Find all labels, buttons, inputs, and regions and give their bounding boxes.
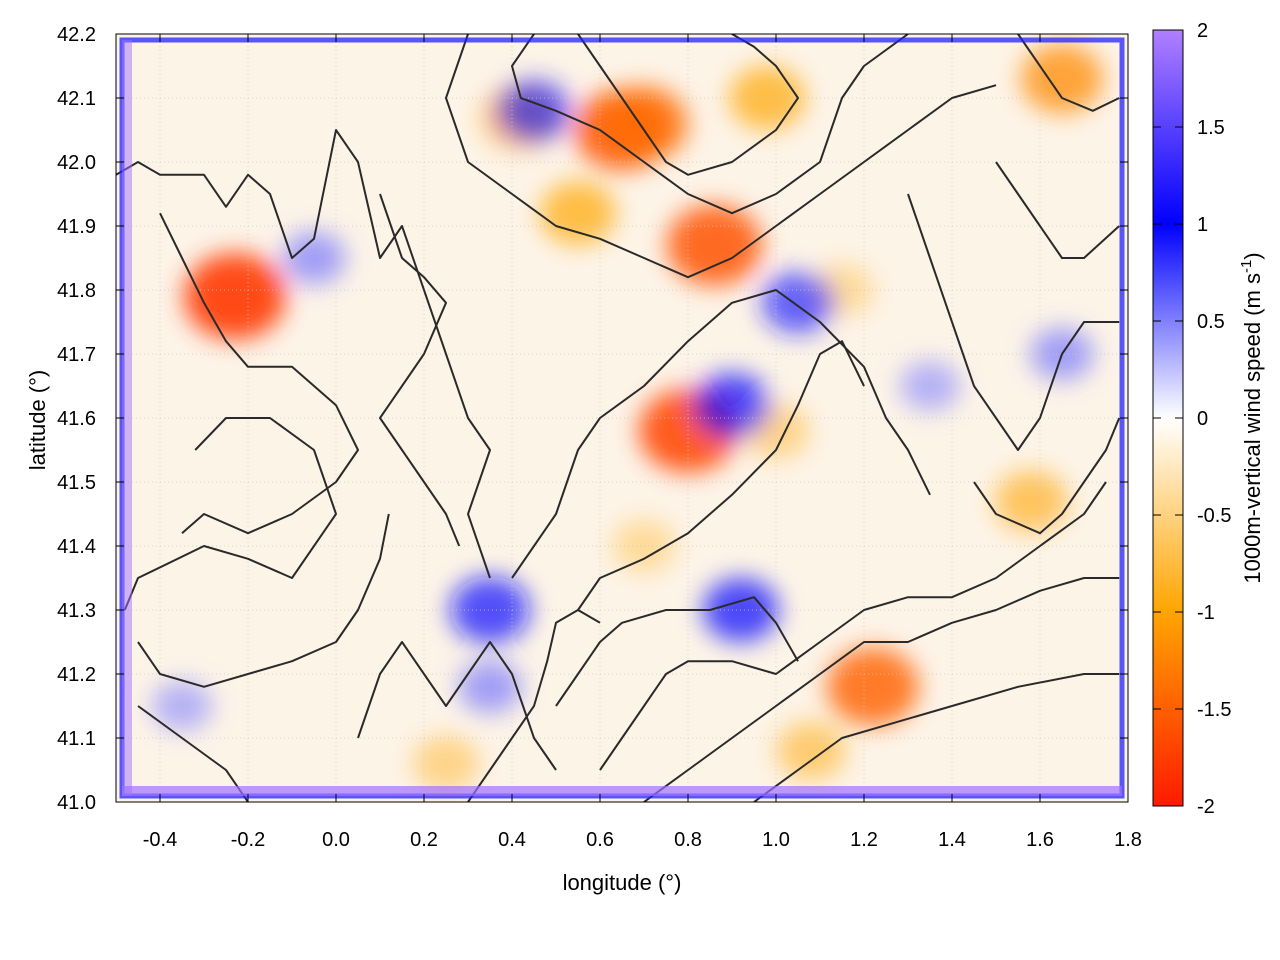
heatmap-field [152, 44, 1104, 792]
colorbar-ticks: -2 -1.5 -1 -0.5 0 0.5 1 1.5 2 [1153, 20, 1231, 818]
colorbar: -2 -1.5 -1 -0.5 0 0.5 1 1.5 2 1000m-vertical win… [1152, 20, 1265, 818]
y-tick-label: 41.2 [57, 664, 96, 686]
contour-line [555, 596, 799, 707]
y-tick-label: 41.3 [57, 600, 96, 622]
contour-line [753, 673, 1120, 802]
y-tick-label: 41.5 [57, 472, 96, 494]
contour-line [159, 212, 359, 535]
contour-line [599, 481, 1107, 771]
y-tick-label: 41.4 [57, 536, 96, 558]
y-tick-label: 41.6 [57, 408, 96, 430]
contour-line [116, 129, 491, 579]
y-tick-label: 42.2 [57, 24, 96, 46]
contour-line [379, 193, 461, 547]
contour-line [577, 340, 865, 611]
heat-blob [497, 80, 571, 142]
x-tick-label: -0.4 [143, 829, 177, 851]
colorbar-tick-label: 2 [1197, 20, 1208, 42]
colorbar-label-superscript: -1 [1238, 260, 1255, 273]
heat-blob [694, 373, 770, 438]
contour-line [357, 641, 557, 771]
x-tick-label: 1.8 [1114, 829, 1142, 851]
heat-blob [1020, 44, 1104, 114]
heat-blob [412, 735, 480, 792]
contour-line [137, 513, 390, 688]
heat-blob [599, 86, 689, 162]
heat-blob [282, 231, 346, 285]
y-axis-label: latitude (°) [25, 370, 50, 471]
contour-line [511, 34, 909, 215]
heat-blob [152, 681, 212, 731]
y-tick-label: 41.9 [57, 216, 96, 238]
domain-boundary-band-left [122, 40, 132, 796]
x-tick-label: 1.2 [850, 829, 878, 851]
colorbar-tick-label: -2 [1197, 796, 1215, 818]
colorbar-label-main: 1000m-vertical wind speed (m s [1240, 273, 1265, 584]
heat-blob [900, 361, 960, 411]
elevation-contours [116, 34, 1121, 802]
y-tick-label: 41.0 [57, 792, 96, 814]
plot-area: -0.4 -0.2 0.0 0.2 0.4 0.6 0.8 1.0 1.2 1.4 1.6 1.8 41… [57, 24, 1142, 851]
y-tick-label: 42.1 [57, 88, 96, 110]
contour-line [643, 577, 1120, 802]
colorbar-tick-label: -1 [1197, 602, 1215, 624]
domain-boundary-band-bottom [122, 786, 1122, 796]
contour-line [577, 34, 799, 176]
grid [116, 33, 1129, 803]
x-tick-label: 1.0 [762, 829, 790, 851]
colorbar-label: 1000m-vertical wind speed (m s-1) [1238, 252, 1265, 583]
colorbar-tick-label: -1.5 [1197, 699, 1231, 721]
y-tick-label: 42.0 [57, 152, 96, 174]
x-tick-label: 1.6 [1026, 829, 1054, 851]
colorbar-label-close: ) [1240, 252, 1265, 259]
x-tick-label: -0.2 [231, 829, 265, 851]
heat-blob [776, 721, 846, 780]
colorbar-tick-label: -0.5 [1197, 505, 1231, 527]
contour-line [995, 161, 1120, 259]
x-tick-label: 0.2 [410, 829, 438, 851]
heat-blob [666, 204, 763, 286]
x-axis-label: longitude (°) [563, 870, 682, 895]
x-tick-label: 0.6 [586, 829, 614, 851]
colorbar-tick-label: 0 [1197, 408, 1208, 430]
contour-line [511, 289, 931, 579]
y-tick-label: 41.1 [57, 728, 96, 750]
colorbar-tick-label: 1.5 [1197, 117, 1225, 139]
axes: -0.4 -0.2 0.0 0.2 0.4 0.6 0.8 1.0 1.2 1.4 1.6 1.8 41… [57, 24, 1142, 851]
contour-line [973, 417, 1121, 535]
contour-line [1017, 34, 1120, 112]
x-tick-label: 0.0 [322, 829, 350, 851]
heat-blob [184, 253, 286, 340]
heat-blob [540, 181, 616, 246]
colorbar-tick-label: 1 [1197, 214, 1208, 236]
contour-line [907, 193, 1120, 451]
heat-blob [458, 660, 522, 714]
y-tick-label: 41.7 [57, 344, 96, 366]
contour-line [467, 609, 601, 802]
colorbar-tick-label: 0.5 [1197, 311, 1225, 333]
x-tick-label: 0.8 [674, 829, 702, 851]
contour-line [123, 417, 337, 611]
x-tick-label: 0.4 [498, 829, 526, 851]
x-tick-label: 1.4 [938, 829, 966, 851]
y-tick-label: 41.8 [57, 280, 96, 302]
heat-blob [450, 576, 530, 644]
heat-blob [994, 470, 1068, 532]
heat-blob [826, 647, 919, 726]
contour-line [445, 34, 997, 279]
